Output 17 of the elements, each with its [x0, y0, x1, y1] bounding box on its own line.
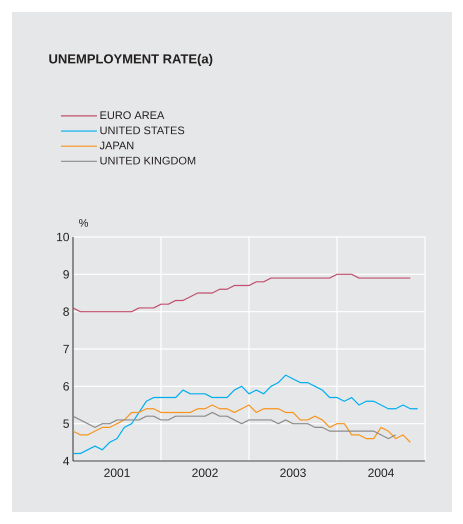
x-tick-label: 2003 [280, 468, 306, 478]
x-tick-label: 2001 [104, 468, 130, 478]
y-tick-label: 9 [63, 270, 69, 279]
y-tick-label: 4 [63, 456, 70, 466]
y-tick-label: 6 [63, 382, 69, 391]
y-tick-label: 5 [63, 419, 69, 428]
x-tick-label: 2002 [192, 468, 218, 478]
y-tick-label: 8 [63, 307, 69, 316]
x-tick-label: 2004 [368, 468, 394, 478]
legend-label: UNITED STATES [100, 126, 184, 134]
y-tick-label: 7 [63, 344, 69, 354]
legend-label: UNITED KINGDOM [100, 156, 196, 165]
legend-label: EURO AREA [100, 111, 164, 120]
chart-title: UNEMPLOYMENT RATE(a) [49, 54, 212, 66]
y-axis-title: % [79, 219, 88, 227]
y-tick-label: 10 [57, 232, 69, 242]
legend-label: JAPAN [100, 142, 134, 150]
